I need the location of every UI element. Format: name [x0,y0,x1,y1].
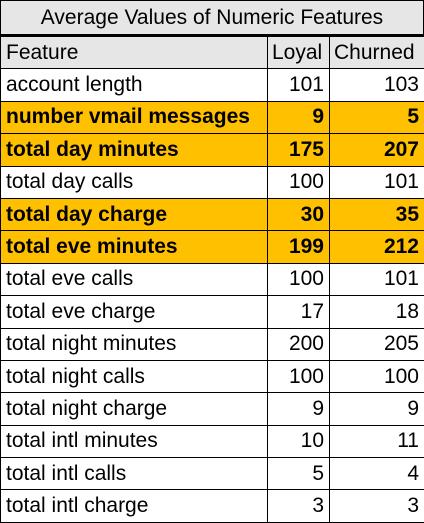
churned-value-cell: 9 [330,393,424,425]
churned-value-cell: 103 [330,69,424,101]
table-title: Average Values of Numeric Features [0,0,424,36]
feature-cell: total night calls [1,360,268,392]
churned-value-cell: 101 [330,166,424,198]
column-header-feature: Feature [1,37,268,69]
feature-cell: total night charge [1,393,268,425]
loyal-value-cell: 30 [268,198,330,230]
feature-cell: total intl calls [1,458,268,490]
feature-cell: number vmail messages [1,101,268,133]
feature-cell: total eve charge [1,296,268,328]
column-header-loyal: Loyal [268,37,330,69]
churned-value-cell: 4 [330,458,424,490]
loyal-value-cell: 175 [268,134,330,166]
feature-cell: total intl charge [1,490,268,522]
loyal-value-cell: 5 [268,458,330,490]
header-row: Feature Loyal Churned [1,37,424,69]
feature-cell: total eve calls [1,263,268,295]
churned-value-cell: 11 [330,425,424,457]
loyal-value-cell: 199 [268,231,330,263]
feature-cell: total day charge [1,198,268,230]
churned-value-cell: 18 [330,296,424,328]
loyal-value-cell: 17 [268,296,330,328]
feature-cell: total eve minutes [1,231,268,263]
loyal-value-cell: 3 [268,490,330,522]
loyal-value-cell: 200 [268,328,330,360]
loyal-value-cell: 101 [268,69,330,101]
feature-cell: account length [1,69,268,101]
churned-value-cell: 5 [330,101,424,133]
loyal-value-cell: 100 [268,360,330,392]
loyal-value-cell: 100 [268,166,330,198]
column-header-churned: Churned [330,37,424,69]
feature-cell: total day calls [1,166,268,198]
feature-cell: total intl minutes [1,425,268,457]
loyal-value-cell: 9 [268,101,330,133]
churned-value-cell: 101 [330,263,424,295]
loyal-value-cell: 10 [268,425,330,457]
loyal-value-cell: 9 [268,393,330,425]
loyal-value-cell: 100 [268,263,330,295]
feature-cell: total day minutes [1,134,268,166]
churned-value-cell: 35 [330,198,424,230]
churned-value-cell: 212 [330,231,424,263]
churned-value-cell: 100 [330,360,424,392]
churned-value-cell: 205 [330,328,424,360]
feature-cell: total night minutes [1,328,268,360]
churned-value-cell: 207 [330,134,424,166]
churned-value-cell: 3 [330,490,424,522]
